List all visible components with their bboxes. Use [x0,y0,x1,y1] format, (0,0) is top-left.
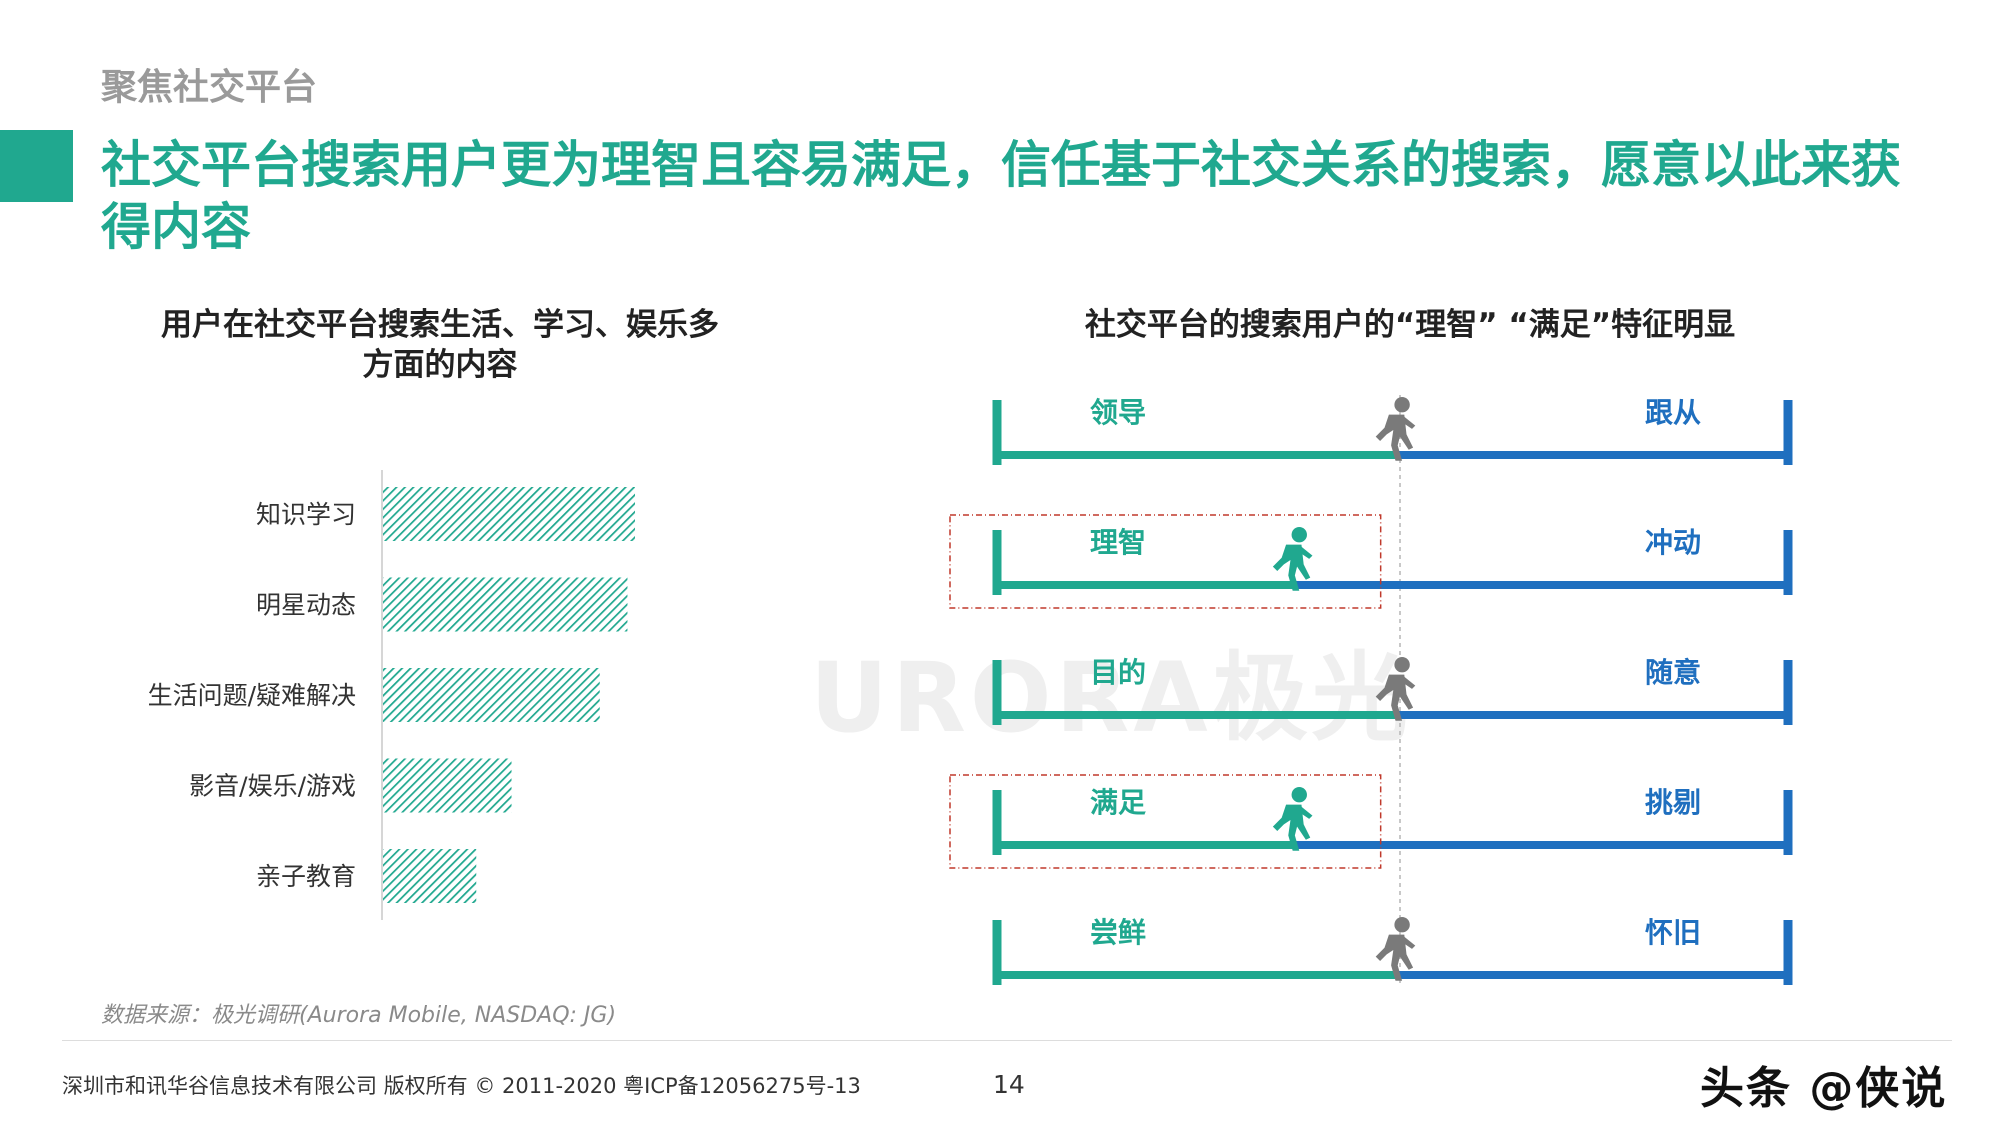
left-trait-label: 领导 [1090,396,1146,429]
right-chart-title: 社交平台的搜索用户的“理智” “满足”特征明显 [1084,307,1736,343]
right-trait-label: 随意 [1645,656,1701,689]
right-trait-label: 挑剔 [1645,786,1701,819]
page-number: 14 [993,1070,1025,1099]
bar-category-label: 影音/娱乐/游戏 [189,772,356,801]
corner-watermark: 头条 @侠说 [1700,1063,1948,1114]
highlight-box [949,514,1382,609]
bar-category-label: 生活问题/疑难解决 [148,681,356,710]
footer-divider [62,1040,1952,1041]
left-trait-label: 尝鲜 [1090,916,1146,949]
data-source: 数据来源：极光调研(Aurora Mobile, NASDAQ: JG) [101,1003,617,1028]
bar-5 [383,849,477,903]
copyright: 深圳市和讯华谷信息技术有限公司 版权所有 © 2011-2020 粤ICP备12… [62,1074,861,1098]
section-label: 聚焦社交平台 [101,67,318,108]
page-headline: 社交平台搜索用户更为理智且容易满足，信任基于社交关系的搜索，愿意以此来获得内容 [101,136,1901,256]
bar-category-label: 知识学习 [256,500,356,529]
bar-category-label: 亲子教育 [256,862,356,891]
highlight-box [949,774,1382,869]
right-trait-label: 怀旧 [1645,916,1701,949]
right-trait-label: 冲动 [1645,526,1701,559]
left-trait-label: 满足 [1090,786,1146,819]
scale-row-1: 领导 跟从 [992,396,1793,465]
bar-category-label: 明星动态 [256,591,356,620]
background-watermark: URORA极光 [810,642,1412,754]
bar-4 [383,758,512,813]
bar-3 [383,668,600,722]
left-trait-label: 目的 [1090,656,1146,689]
accent-bar [0,130,73,202]
scale-row-2: 理智 冲动 [949,514,1793,609]
right-trait-label: 跟从 [1645,396,1701,429]
bar-2 [383,577,628,632]
scale-row-3: 目的 随意 [992,656,1793,725]
bar-1 [383,487,635,541]
left-trait-label: 理智 [1090,526,1146,559]
left-chart-title: 用户在社交平台搜索生活、学习、娱乐多方面的内容 [161,307,719,383]
scale-row-4: 满足 挑剔 [949,774,1793,869]
scale-row-5: 尝鲜 怀旧 [992,916,1793,985]
